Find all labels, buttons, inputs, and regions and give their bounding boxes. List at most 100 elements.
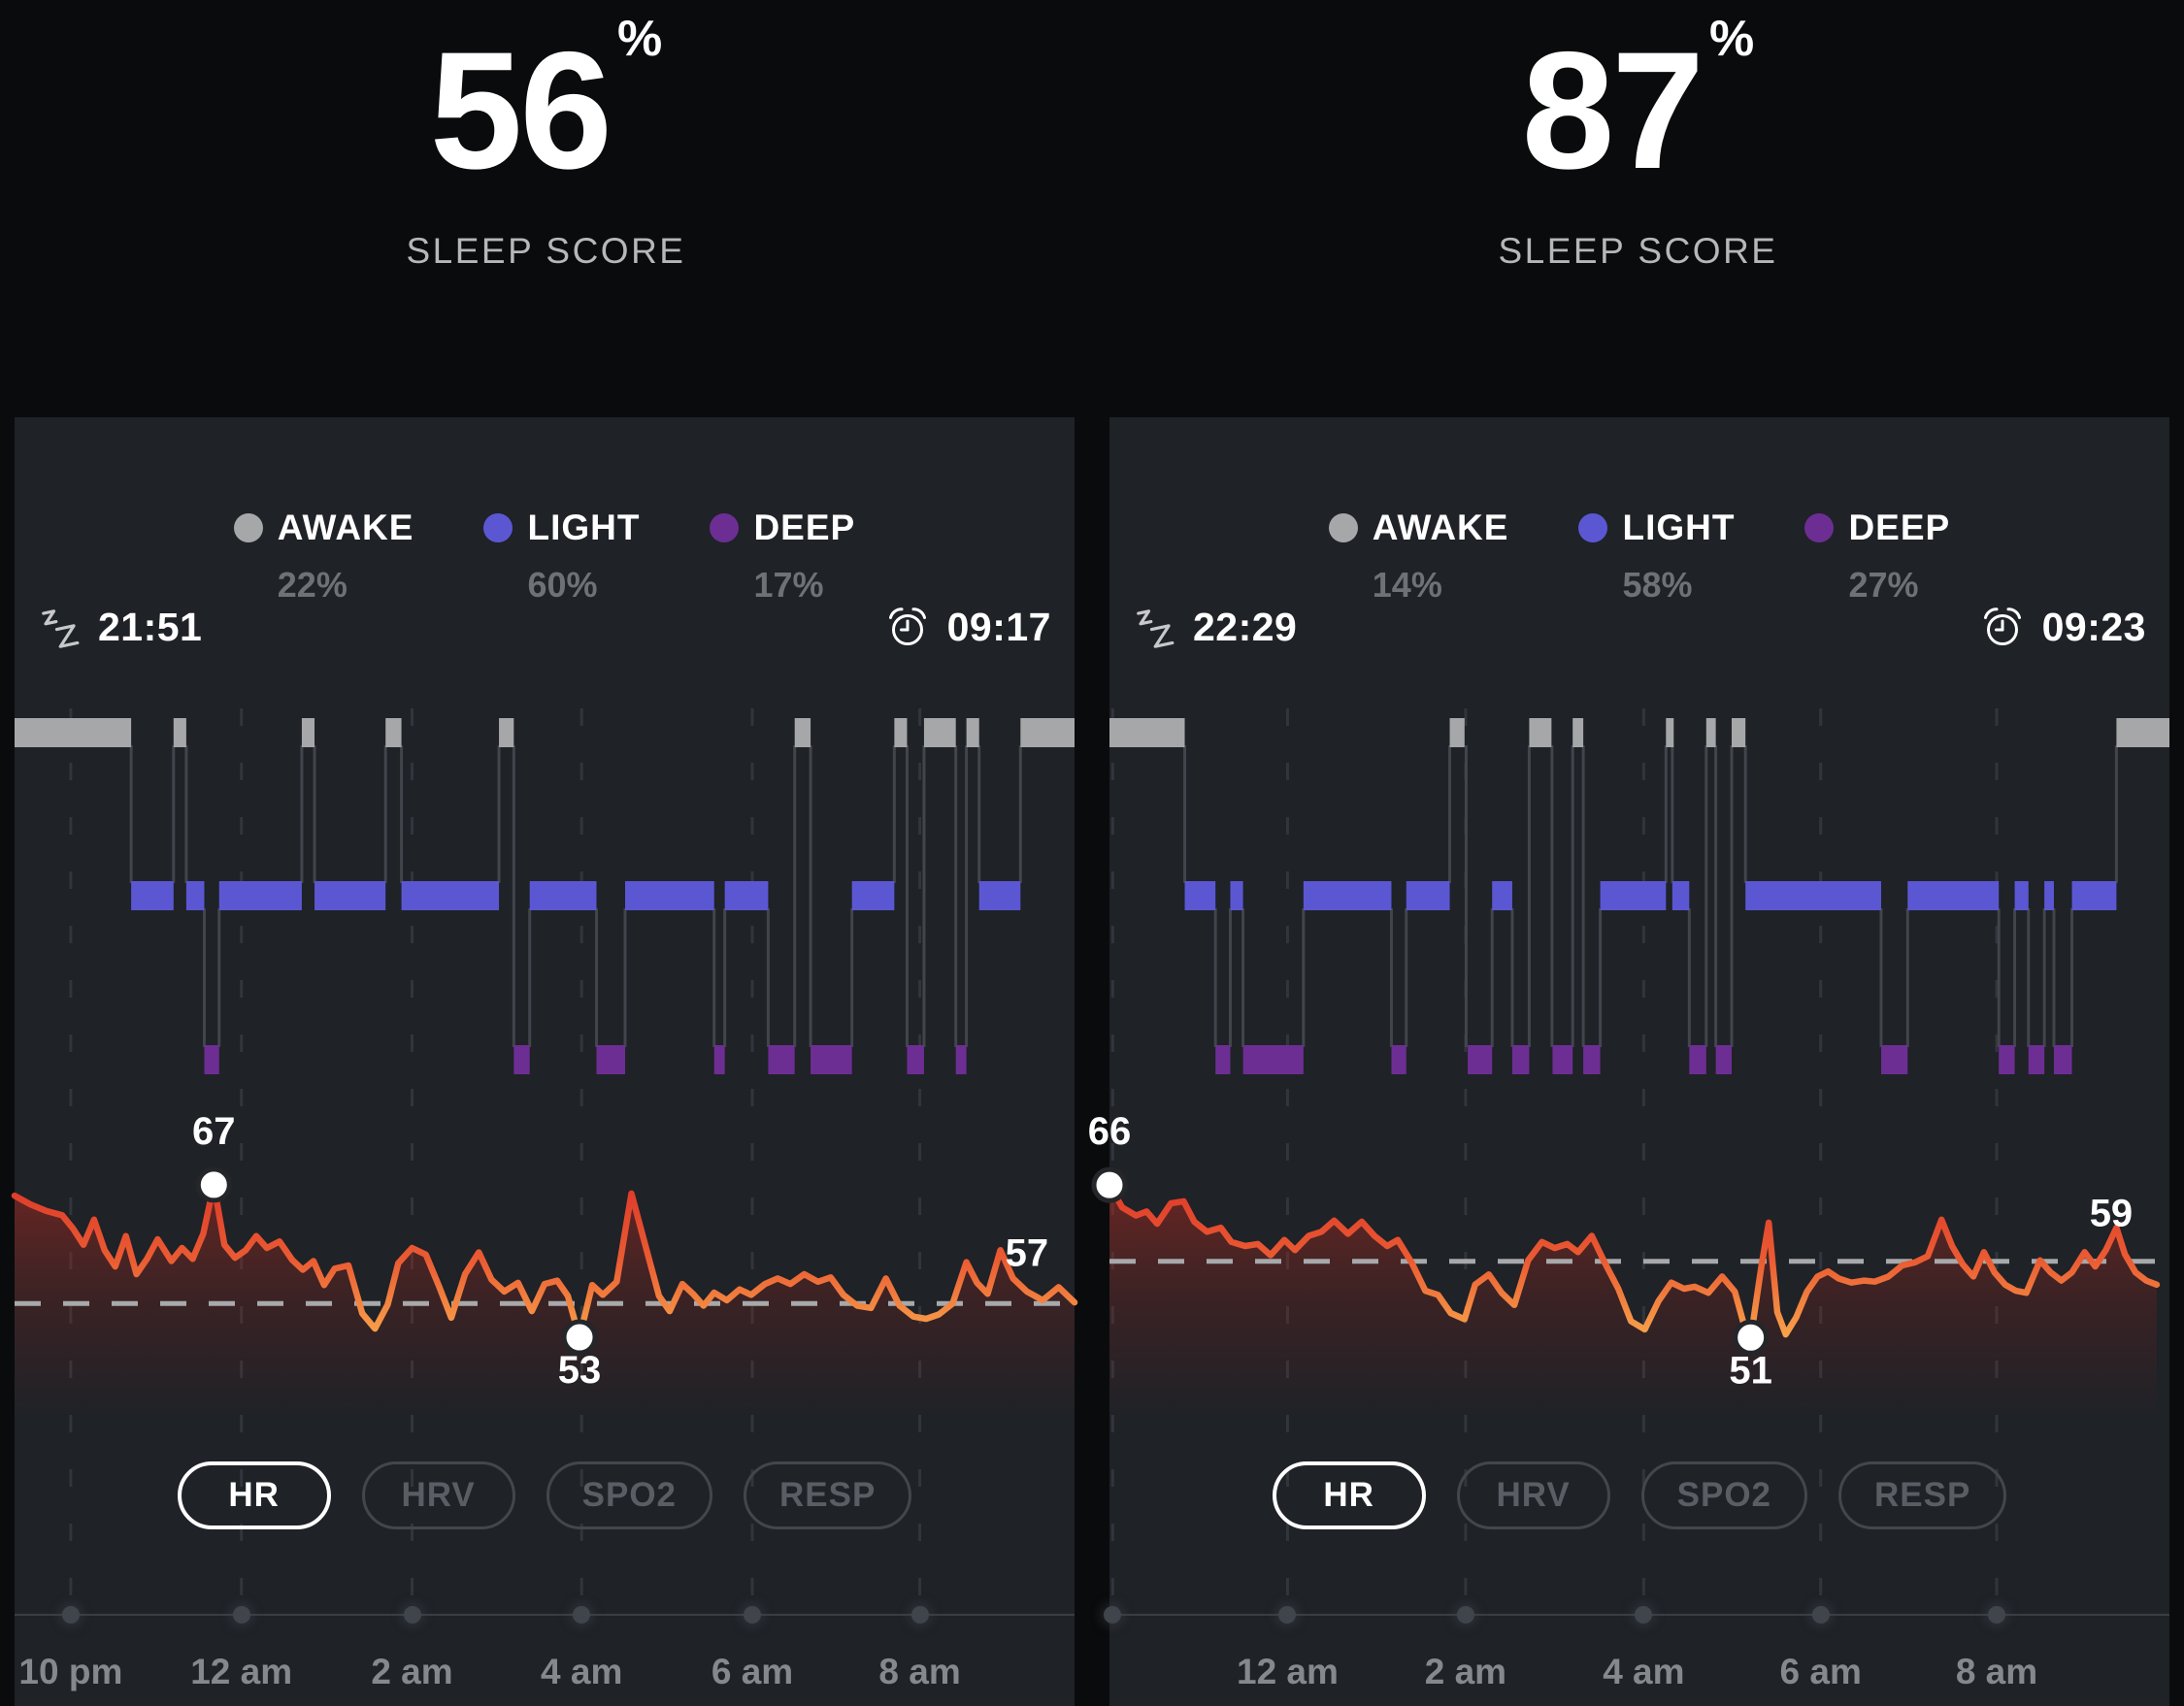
- hypnogram-bar-light: [724, 881, 769, 910]
- hypnogram-bar-awake: [173, 718, 186, 747]
- axis-tick-dot: [1278, 1606, 1297, 1624]
- hypnogram-bar-light: [401, 881, 500, 910]
- hypnogram-bar-awake: [923, 718, 956, 747]
- sleep-panel: AWAKE 22% LIGHT 60% DEEP 17%: [11, 417, 1078, 1706]
- hypnogram-bar-light: [1671, 881, 1690, 910]
- legend-stage-percent: 22%: [277, 565, 347, 605]
- axis-tick-dot: [1104, 1606, 1122, 1624]
- hr-min-label: 51: [1729, 1349, 1772, 1392]
- axis-tick-dot: [1456, 1606, 1474, 1624]
- hypnogram-bar-deep: [1552, 1045, 1573, 1074]
- hr-max-label: 67: [192, 1110, 236, 1153]
- legend-item-light: LIGHT 58%: [1578, 507, 1735, 606]
- sleep-zzz-icon: [42, 609, 80, 648]
- axis-tick-label: 8 am: [878, 1652, 961, 1691]
- hypnogram-bar-light: [851, 881, 895, 910]
- legend-stage-percent: 60%: [527, 565, 598, 605]
- hypnogram-bar-deep: [596, 1045, 625, 1074]
- hr-max-dot: [1091, 1166, 1128, 1203]
- hypnogram-bar-deep: [1242, 1045, 1304, 1074]
- hypnogram-bar-light: [1406, 881, 1450, 910]
- metric-button-resp[interactable]: RESP: [1838, 1461, 2007, 1529]
- metric-button-hr[interactable]: HR: [177, 1461, 331, 1529]
- hypnogram-bar-deep: [768, 1045, 795, 1074]
- sleep-stage-legend: AWAKE 22% LIGHT 60% DEEP 17%: [15, 507, 1075, 606]
- hypnogram-bar-awake: [15, 718, 132, 747]
- awake-dot-icon: [1328, 513, 1358, 542]
- hr-max-label: 66: [1088, 1110, 1132, 1153]
- axis-tick-label: 6 am: [1779, 1652, 1862, 1691]
- axis-tick-label: 12 am: [1236, 1652, 1339, 1691]
- legend-stage-label: LIGHT: [527, 508, 641, 547]
- hypnogram-chart: [1109, 718, 2169, 1074]
- axis-tick-dot: [573, 1606, 591, 1624]
- sleep-score-value: 56: [429, 17, 612, 204]
- hypnogram-bar-deep: [1880, 1045, 1908, 1074]
- hr-line: [11, 1181, 1078, 1341]
- alarm-clock-icon: [888, 607, 926, 645]
- hr-latest-label: 59: [2090, 1192, 2134, 1234]
- metric-button-spo2[interactable]: SPO2: [1640, 1461, 1808, 1529]
- hypnogram-bar-deep: [513, 1045, 530, 1074]
- hypnogram-bar-deep: [2028, 1045, 2045, 1074]
- hypnogram-bar-deep: [1215, 1045, 1231, 1074]
- hypnogram-bar-light: [218, 881, 302, 910]
- sleep-score-value: 87: [1521, 17, 1704, 204]
- axis-line: [15, 1614, 1075, 1616]
- hypnogram-bar-light: [1230, 881, 1243, 910]
- axis-tick-dot: [61, 1606, 80, 1624]
- hr-min-dot: [1733, 1319, 1770, 1356]
- hypnogram-bar-awake: [794, 718, 811, 747]
- hypnogram-bar-light: [2044, 881, 2054, 910]
- legend-stage-percent: 14%: [1372, 565, 1442, 605]
- axis-tick-dot: [232, 1606, 250, 1624]
- hypnogram-bar-deep: [1391, 1045, 1406, 1074]
- hypnogram-bar-light: [529, 881, 597, 910]
- sleep-score-block: 56 % SLEEP SCORE: [0, 0, 1092, 417]
- hr-min-label: 53: [558, 1349, 602, 1392]
- percent-sign: %: [617, 11, 663, 67]
- hypnogram-bar-awake: [2116, 718, 2169, 747]
- axis-tick-dot: [1811, 1606, 1830, 1624]
- sleep-times-row: 22:29 09:23: [1109, 604, 2169, 650]
- hypnogram-bar-deep: [204, 1045, 219, 1074]
- hr-line: [1106, 1181, 2161, 1341]
- axis-tick-dot: [910, 1606, 929, 1624]
- heart-rate-chart: 66 51 59: [1088, 1110, 2169, 1417]
- score-value-row: 56 %: [429, 14, 663, 204]
- metric-button-resp[interactable]: RESP: [744, 1461, 912, 1529]
- hypnogram-bar-deep: [1689, 1045, 1706, 1074]
- hypnogram-bar-awake: [1529, 718, 1552, 747]
- light-dot-icon: [1578, 513, 1608, 542]
- hypnogram-bar-light: [624, 881, 714, 910]
- metric-button-hrv[interactable]: HRV: [361, 1461, 515, 1529]
- metric-button-hr[interactable]: HR: [1272, 1461, 1426, 1529]
- sleep-score-label: SLEEP SCORE: [406, 231, 686, 271]
- metric-toggle-row: HR HRV SPO2 RESP: [1109, 1461, 2169, 1529]
- axis-tick-label: 12 am: [190, 1652, 293, 1691]
- hypnogram-bar-awake: [1572, 718, 1584, 747]
- hypnogram-bar-awake: [1705, 718, 1716, 747]
- hypnogram-bar-light: [1745, 881, 1881, 910]
- legend-item-deep: DEEP 27%: [1804, 507, 1950, 606]
- sleep-start-group: 22:29: [1133, 604, 1297, 650]
- hypnogram-bar-awake: [301, 718, 315, 747]
- legend-item-light: LIGHT 60%: [483, 507, 640, 606]
- hypnogram-bar-light: [131, 881, 174, 910]
- hypnogram-bar-light: [1184, 881, 1216, 910]
- metric-button-spo2[interactable]: SPO2: [546, 1461, 713, 1529]
- legend-stage-label: LIGHT: [1622, 508, 1736, 547]
- sleep-score-label: SLEEP SCORE: [1498, 231, 1778, 271]
- sleep-panel: AWAKE 14% LIGHT 58% DEEP 27%: [1088, 417, 2169, 1706]
- sleep-start-time: 21:51: [98, 604, 203, 649]
- hypnogram-bar-deep: [955, 1045, 967, 1074]
- hypnogram-bar-awake: [1109, 718, 1185, 747]
- axis-tick-dot: [403, 1606, 421, 1624]
- axis-tick-dot: [1635, 1606, 1653, 1624]
- deep-dot-icon: [1804, 513, 1835, 542]
- metric-button-hrv[interactable]: HRV: [1456, 1461, 1610, 1529]
- hypnogram-bar-awake: [1449, 718, 1465, 747]
- hypnogram-bar-light: [185, 881, 205, 910]
- hypnogram-bar-awake: [894, 718, 908, 747]
- sleep-score-block: 87 % SLEEP SCORE: [1092, 0, 2184, 417]
